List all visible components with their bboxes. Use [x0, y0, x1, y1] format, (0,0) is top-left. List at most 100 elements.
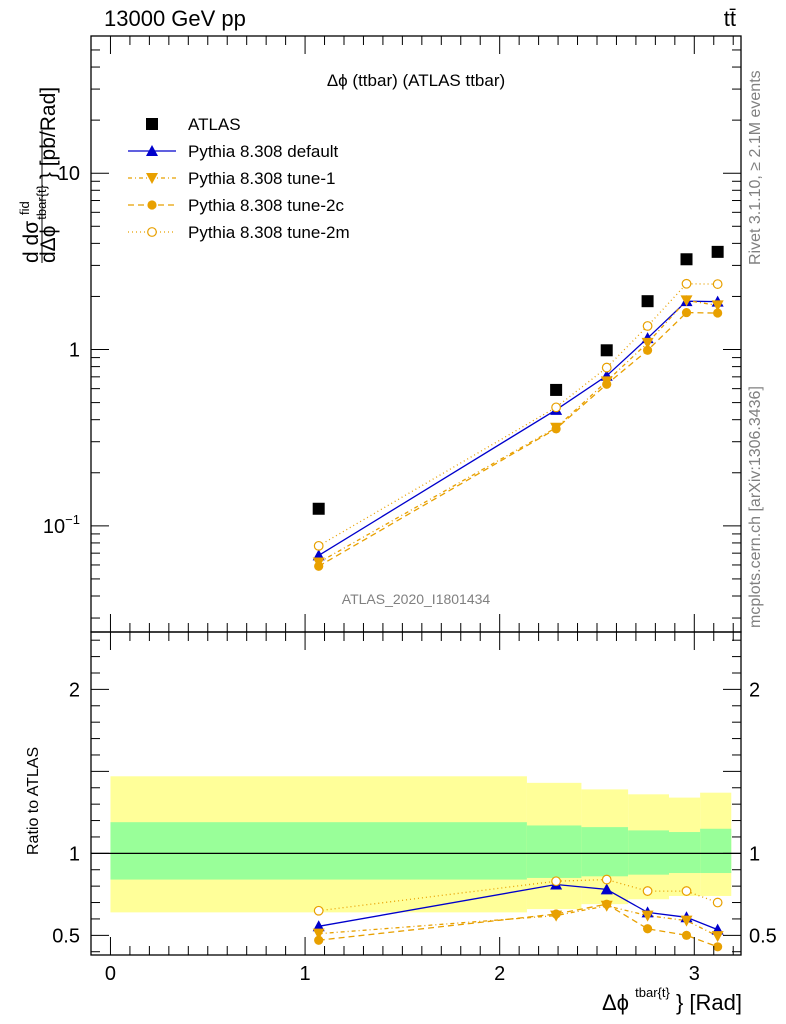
x-axis-label: Δϕ tbar{t} } [Rad] [602, 977, 742, 1015]
legend: ATLAS Pythia 8.308 default Pythia 8.308 tu… [128, 115, 350, 242]
rivet-label: Rivet 3.1.10, ≥ 2.1M events [747, 70, 764, 265]
y-label-dphi: dΔϕ [37, 226, 60, 263]
main-data-point [601, 362, 612, 373]
ratio-series-line [318, 903, 718, 948]
energy-label: 13000 GeV pp [104, 6, 246, 31]
ratio-data-point [314, 935, 324, 945]
ratio-data-point [681, 886, 692, 896]
main-title: Δϕ (ttbar) (ATLAS ttbar) [327, 71, 505, 90]
ratio-data-point [642, 886, 653, 896]
main-data-point [642, 321, 653, 331]
main-data-point [600, 344, 613, 357]
main-data-point [551, 402, 562, 413]
main-data-point [314, 561, 324, 571]
ratio-series-line [318, 878, 718, 912]
legend-marker [147, 227, 157, 237]
ratio-plot-frame [90, 631, 742, 956]
x-tick-label: 1 [300, 963, 311, 985]
main-data-point [550, 383, 563, 396]
ratio-y-axis: 0.5 0.5 1 1 2 2 [52, 639, 777, 953]
ratio-data-point [313, 905, 324, 916]
legend-marker [146, 173, 158, 184]
ratio-series-lines [318, 878, 718, 948]
legend-marker [147, 200, 157, 210]
ratio-data-point [680, 915, 693, 927]
main-series-line [318, 283, 718, 547]
ratio-data-point [551, 909, 561, 919]
main-data-point [313, 540, 324, 551]
main-series-line [318, 299, 718, 564]
main-series-markers [312, 245, 724, 571]
ratio-x-axis: 0 1 2 3 [105, 632, 734, 985]
ratio-data-point [312, 928, 325, 940]
ratio-y-tick-label: 1 [69, 843, 80, 865]
main-series-line [318, 300, 718, 556]
main-data-point [680, 295, 693, 307]
legend-marker [146, 145, 158, 156]
svg-text:d dσ fid: d dσ fid [17, 201, 43, 263]
ratio-band-inner [700, 828, 732, 874]
legend-entry: Pythia 8.308 default [188, 142, 339, 161]
ratio-y-tick-label: 2 [69, 679, 80, 701]
ratio-y-tick-label-right: 0.5 [749, 925, 777, 947]
main-data-point [711, 245, 724, 258]
ratio-data-point [641, 910, 654, 922]
main-data-point [712, 279, 723, 289]
ratio-data-point [712, 897, 723, 908]
ratio-data-point [600, 883, 613, 895]
ratio-data-point [711, 931, 724, 943]
x-label-unit: } [Rad] [676, 990, 742, 1015]
legend-entry: Pythia 8.308 tune-2m [188, 223, 350, 242]
ratio-data-point [551, 876, 562, 887]
main-data-point [312, 502, 325, 515]
x-label-tbar: tbar{t} [635, 985, 670, 1000]
ratio-band-inner [628, 830, 669, 875]
ratio-data-point [312, 920, 325, 932]
legend-entry: Pythia 8.308 tune-1 [188, 169, 335, 188]
y-label-fid: fid [17, 201, 32, 215]
main-series-line [318, 311, 718, 567]
main-x-ticks [109, 36, 734, 632]
y-label-dsigma: dσ [20, 221, 43, 246]
main-y-tick-label: 1 [69, 340, 80, 362]
mcplots-label: mcplots.cern.ch [arXiv:1306.3436] [747, 386, 764, 628]
main-data-point [681, 278, 692, 289]
main-data-point [681, 307, 692, 318]
ratio-y-axis-label: Ratio to ATLAS [25, 747, 42, 855]
process-label: tt̄ [724, 6, 736, 31]
ratio-uncertainty-bands [110, 776, 732, 913]
main-data-point [711, 300, 724, 312]
ratio-y-tick-label-right: 1 [749, 843, 760, 865]
ratio-y-tick-label-right: 2 [749, 679, 760, 701]
main-data-point [713, 308, 723, 318]
ratio-series-line [318, 905, 718, 937]
legend-marker [146, 118, 158, 130]
legend-entry: ATLAS [188, 115, 241, 134]
ratio-band-inner [110, 822, 527, 880]
ratio-data-point [681, 930, 692, 940]
main-data-point [641, 337, 654, 349]
main-y-axis-label: d dσ fid dΔϕ tbar{t} } [pb/Rad] [17, 87, 60, 263]
main-y-axis: 10 1 10−1 [43, 35, 741, 619]
ratio-series-line [318, 883, 718, 931]
main-data-point [641, 295, 654, 308]
x-label-dphi: Δϕ [602, 990, 629, 1015]
y-label-unit: } [pb/Rad] [37, 87, 60, 179]
ratio-band-inner [526, 825, 582, 878]
legend-entry: Pythia 8.308 tune-2c [188, 196, 344, 215]
main-y-tick-label: 10 [58, 163, 80, 185]
main-data-point [602, 379, 612, 389]
main-data-point [551, 424, 561, 434]
ratio-data-point [601, 874, 612, 885]
ratio-series-markers [312, 874, 724, 952]
main-series-lines [318, 283, 718, 567]
ratio-y-tick-label: 0.5 [52, 925, 80, 947]
ratio-band-inner [668, 832, 701, 874]
analysis-label: ATLAS_2020_I1801434 [342, 591, 491, 607]
x-tick-label: 0 [105, 963, 116, 985]
main-data-point [642, 345, 653, 355]
main-y-tick-label: 10−1 [43, 512, 80, 538]
x-tick-label: 3 [689, 963, 700, 985]
ratio-data-point [713, 942, 723, 952]
